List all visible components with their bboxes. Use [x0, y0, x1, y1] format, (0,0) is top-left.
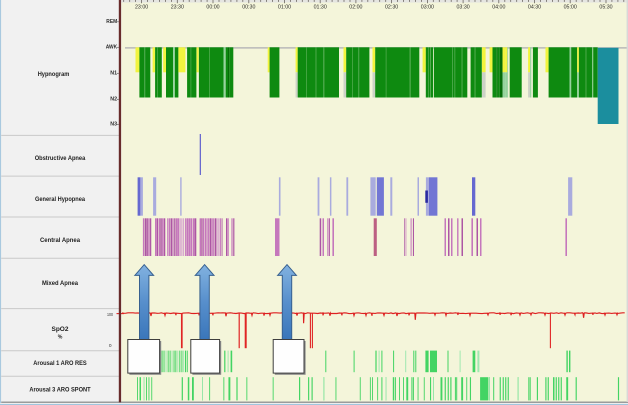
svg-text:Hypnogram: Hypnogram: [38, 71, 70, 78]
svg-text:0: 0: [109, 343, 112, 349]
svg-text:23:00: 23:00: [135, 5, 148, 11]
svg-text:Central Apnea: Central Apnea: [40, 237, 80, 244]
svg-text:04:30: 04:30: [528, 5, 541, 11]
svg-text:Arousal 1 ARO RES: Arousal 1 ARO RES: [33, 360, 87, 367]
svg-text:SpO2: SpO2: [52, 326, 69, 333]
svg-text:N2-: N2-: [110, 96, 119, 102]
svg-text:Mixed Apnea: Mixed Apnea: [42, 280, 78, 287]
svg-text:03:00: 03:00: [421, 5, 434, 11]
svg-text:02:00: 02:00: [349, 5, 362, 11]
svg-text:02:30: 02:30: [385, 5, 398, 11]
svg-text:100: 100: [107, 312, 113, 318]
svg-text:00:30: 00:30: [242, 5, 255, 11]
svg-text:01:00: 01:00: [278, 5, 291, 11]
svg-text:AWK-: AWK-: [106, 45, 119, 51]
svg-text:%: %: [58, 335, 63, 341]
svg-text:Obstructive Apnea: Obstructive Apnea: [35, 155, 86, 162]
svg-text:00:00: 00:00: [206, 5, 219, 11]
svg-text:REM-: REM-: [106, 19, 119, 25]
svg-text:N3-: N3-: [110, 122, 119, 128]
svg-text:N1-: N1-: [110, 70, 119, 76]
svg-text:23:30: 23:30: [171, 5, 184, 11]
svg-text:01:30: 01:30: [314, 5, 327, 11]
svg-text:General Hypopnea: General Hypopnea: [35, 196, 85, 203]
svg-text:03:30: 03:30: [457, 5, 470, 11]
svg-text:05:30: 05:30: [599, 5, 612, 11]
svg-text:05:00: 05:00: [564, 5, 577, 11]
svg-text:Arousal 3 ARO SPONT: Arousal 3 ARO SPONT: [29, 386, 90, 393]
svg-text:04:00: 04:00: [492, 5, 505, 11]
